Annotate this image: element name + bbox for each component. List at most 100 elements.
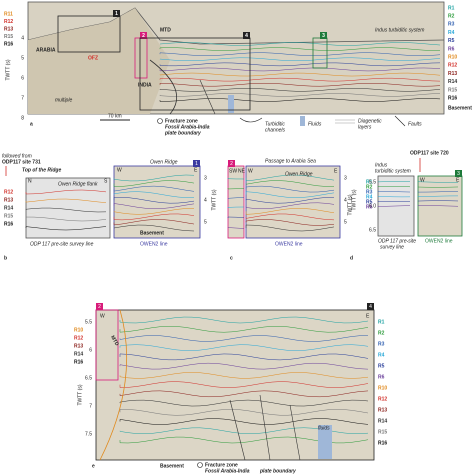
horizon bbox=[159, 88, 441, 92]
horizon bbox=[159, 42, 441, 46]
horizon bbox=[113, 213, 195, 221]
horizon-label: R12 bbox=[74, 335, 83, 341]
label: Basement bbox=[160, 463, 184, 469]
horizon bbox=[245, 219, 335, 226]
horizon-label: R15 bbox=[378, 429, 387, 435]
box-tag bbox=[113, 10, 120, 17]
label: MTD bbox=[109, 335, 120, 348]
horizon bbox=[377, 205, 411, 207]
horizon bbox=[227, 197, 245, 199]
label: W bbox=[117, 167, 122, 173]
horizon bbox=[119, 325, 369, 333]
horizon bbox=[159, 72, 441, 77]
horizon bbox=[159, 93, 441, 97]
seismic-images bbox=[5, 1, 463, 468]
tick-label: 4 bbox=[344, 197, 347, 203]
label: Basement bbox=[140, 230, 164, 236]
label: E bbox=[194, 167, 198, 173]
inset-box bbox=[95, 309, 119, 381]
horizon bbox=[119, 353, 369, 361]
horizon bbox=[113, 203, 195, 210]
horizon bbox=[245, 180, 335, 187]
inset-box bbox=[57, 15, 121, 53]
tick-label: 7 bbox=[21, 95, 24, 101]
label: turbiditic system bbox=[375, 168, 411, 174]
horizon bbox=[417, 205, 459, 207]
label: NE bbox=[238, 168, 246, 174]
horizon-label: R14 bbox=[74, 351, 83, 357]
horizon-label: R1 bbox=[378, 319, 385, 325]
horizon-label: R3 bbox=[378, 341, 385, 347]
horizon-label: R5 bbox=[378, 363, 385, 369]
label: multiple bbox=[55, 97, 72, 103]
label: E bbox=[366, 313, 370, 319]
fluids bbox=[318, 425, 332, 459]
legend-symbol bbox=[394, 115, 406, 127]
horizon-label: R16 bbox=[378, 440, 387, 446]
horizon-label: R10 bbox=[448, 55, 457, 61]
tick-label: 8 bbox=[21, 115, 24, 121]
horizon bbox=[113, 224, 195, 232]
horizon bbox=[417, 195, 459, 197]
box-tag bbox=[320, 32, 327, 39]
tick-label: 5 bbox=[21, 55, 24, 61]
legend-symbol bbox=[157, 118, 163, 124]
horizon bbox=[119, 390, 369, 398]
horizon bbox=[245, 213, 335, 221]
horizon-label: R13 bbox=[4, 26, 13, 32]
horizon-label: R10 bbox=[74, 327, 83, 333]
horizon-label: R4 bbox=[378, 352, 385, 358]
legend-label: Turbiditic bbox=[265, 121, 285, 127]
horizon-label: R2 bbox=[366, 184, 373, 190]
horizon-label: R1 bbox=[366, 179, 373, 185]
horizon bbox=[159, 67, 441, 72]
horizon-label: R3 bbox=[448, 22, 455, 28]
tick-label: 7 bbox=[89, 403, 92, 409]
horizon bbox=[119, 381, 369, 388]
axis-title: TWTT (s) bbox=[5, 59, 11, 80]
label: Indus turbiditic system bbox=[375, 27, 424, 33]
horizon-label: R13 bbox=[4, 197, 13, 203]
horizon bbox=[227, 178, 245, 180]
label: Top of the Ridge bbox=[22, 167, 61, 173]
tick-label: 6 bbox=[89, 347, 92, 353]
box-tag bbox=[140, 32, 147, 39]
horizon-label: R11 bbox=[4, 11, 13, 17]
horizon-label: R12 bbox=[448, 63, 457, 69]
horizon bbox=[159, 57, 441, 62]
horizon bbox=[99, 309, 128, 461]
horizon-label: R10 bbox=[378, 385, 387, 391]
horizon-label: R12 bbox=[378, 396, 387, 402]
panel-letter: a bbox=[30, 121, 33, 127]
tick-label: 6 bbox=[21, 75, 24, 81]
horizon bbox=[119, 409, 369, 416]
fault bbox=[199, 79, 216, 115]
tick-label: 4 bbox=[21, 35, 24, 41]
box-tag bbox=[455, 170, 462, 177]
horizon bbox=[417, 191, 459, 193]
legend-label: channels bbox=[265, 127, 286, 133]
horizon-label: R14 bbox=[448, 79, 457, 85]
horizon-label: R6 bbox=[366, 204, 373, 210]
horizon-label: R2 bbox=[378, 330, 385, 336]
tick-label: 5 bbox=[344, 219, 347, 225]
label: E bbox=[456, 177, 460, 183]
horizon-label: R16 bbox=[4, 221, 13, 227]
horizon-label: R4 bbox=[366, 194, 373, 200]
horizon bbox=[227, 206, 245, 208]
legend-label: Fracture zone bbox=[165, 118, 198, 124]
label: Passage to Arabia Sea bbox=[265, 158, 316, 164]
horizon-label: R16 bbox=[74, 359, 83, 365]
label: Owen Ridge bbox=[285, 171, 313, 177]
horizon-label: R6 bbox=[448, 46, 455, 52]
panel-letter: d bbox=[350, 255, 353, 261]
horizon bbox=[245, 196, 335, 204]
tick-label: 3 bbox=[204, 175, 207, 181]
label: ODP117 site 731 bbox=[2, 159, 41, 165]
horizon-label: R16 bbox=[4, 41, 13, 47]
horizon bbox=[159, 98, 441, 102]
horizon-label: R15 bbox=[4, 34, 13, 40]
label: Fracture zone bbox=[205, 462, 238, 468]
horizon bbox=[245, 185, 335, 193]
horizon bbox=[245, 208, 335, 215]
